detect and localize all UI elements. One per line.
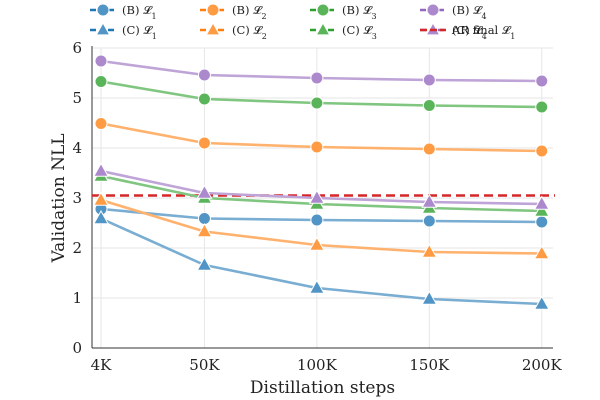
- data-point: [422, 142, 436, 156]
- data-point: [196, 184, 213, 199]
- legend-label: (B) 𝓛2: [232, 3, 267, 21]
- legend-entry: (C) 𝓛3: [310, 21, 377, 41]
- data-point: [197, 212, 211, 225]
- y-axis-label: Validation NLL: [49, 133, 69, 263]
- data-point: [308, 189, 325, 204]
- legend-label: AR final 𝓛1: [451, 23, 515, 41]
- data-point: [533, 295, 550, 310]
- data-point: [310, 71, 324, 85]
- data-point: [310, 140, 324, 154]
- series-lines: [100, 59, 542, 306]
- legend-marker: [316, 3, 330, 17]
- data-point: [196, 222, 213, 238]
- legend-entry: AR final 𝓛1: [420, 23, 515, 41]
- data-point: [535, 144, 549, 158]
- data-point: [421, 243, 438, 258]
- legend-label: (C) 𝓛3: [342, 23, 377, 41]
- legend-marker: [96, 3, 110, 17]
- data-point: [535, 100, 549, 114]
- y-tick-label: 6: [72, 39, 82, 57]
- legend-marker: [205, 21, 221, 36]
- data-point: [310, 96, 324, 110]
- x-tick-label: 4K: [91, 356, 113, 374]
- legend-label: (C) 𝓛4: [452, 23, 487, 41]
- legend-marker: [95, 21, 111, 36]
- data-point: [197, 92, 211, 106]
- y-tick-label: 2: [72, 239, 82, 257]
- data-point: [533, 195, 550, 210]
- legend-label: (C) 𝓛1: [122, 23, 157, 41]
- legend-entry: (B) 𝓛1: [90, 3, 157, 21]
- data-point: [197, 68, 211, 82]
- axes: [91, 46, 553, 349]
- data-point: [422, 99, 436, 112]
- x-tick-label: 150K: [409, 356, 450, 374]
- legend-marker: [426, 3, 440, 17]
- legend-label: (C) 𝓛2: [232, 23, 267, 41]
- y-tick-label: 3: [72, 189, 82, 207]
- data-point: [535, 215, 549, 229]
- legend-entry: (B) 𝓛4: [420, 3, 487, 21]
- legend-entry: (B) 𝓛3: [310, 3, 377, 21]
- legend-marker: [315, 21, 331, 36]
- data-point: [93, 209, 109, 225]
- legend-entry: (B) 𝓛2: [200, 3, 267, 21]
- data-point: [94, 75, 108, 88]
- y-tick-label: 0: [72, 339, 82, 357]
- legend-label: (B) 𝓛3: [342, 3, 377, 21]
- data-point: [93, 162, 109, 177]
- data-point: [93, 191, 109, 206]
- x-axis-label: Distillation steps: [250, 378, 395, 398]
- legend-label: (B) 𝓛1: [122, 3, 157, 21]
- data-point: [422, 214, 436, 228]
- data-point: [196, 256, 213, 271]
- data-point: [533, 244, 550, 260]
- legend-marker: [206, 3, 220, 17]
- legend-entry: (C) 𝓛1: [90, 21, 157, 41]
- data-point: [422, 73, 436, 87]
- data-point: [197, 136, 211, 150]
- x-tick-label: 200K: [522, 356, 563, 374]
- y-tick-label: 4: [72, 139, 82, 157]
- data-point: [310, 213, 324, 227]
- legend: (B) 𝓛1 (B) 𝓛2 (B) 𝓛3 (B) 𝓛4 (C) 𝓛1 (C) 𝓛2 (C) …: [90, 3, 515, 41]
- y-tick-label: 5: [72, 89, 82, 107]
- y-tick-label: 1: [72, 289, 82, 307]
- data-point: [533, 202, 550, 217]
- data-point: [421, 193, 438, 208]
- tick-labels: 0 1 2 3 4 5 6 4K 50K 100K 150K 200K: [72, 39, 562, 374]
- data-point: [308, 279, 325, 294]
- data-point: [535, 74, 549, 88]
- legend-label: (B) 𝓛4: [452, 3, 487, 21]
- x-tick-label: 100K: [297, 356, 338, 374]
- data-point: [421, 290, 438, 305]
- data-point: [94, 117, 108, 130]
- data-point: [308, 236, 325, 251]
- x-tick-label: 50K: [189, 356, 220, 374]
- data-point: [94, 54, 108, 68]
- series-markers: [93, 54, 550, 310]
- legend-entry: (C) 𝓛2: [200, 21, 267, 41]
